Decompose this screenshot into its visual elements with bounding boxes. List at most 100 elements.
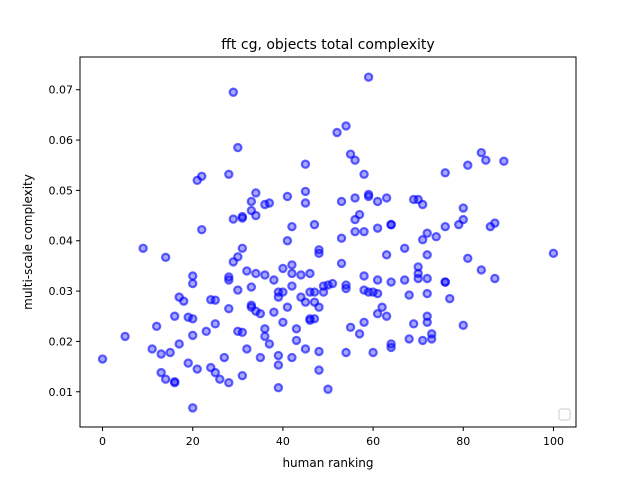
data-point bbox=[291, 335, 302, 346]
data-point bbox=[422, 273, 432, 284]
data-point bbox=[458, 320, 468, 331]
data-point bbox=[156, 349, 166, 359]
data-point bbox=[463, 253, 473, 264]
data-point bbox=[97, 354, 108, 364]
data-point bbox=[440, 168, 450, 178]
data-point bbox=[341, 121, 351, 131]
data-point bbox=[251, 210, 261, 221]
data-point bbox=[237, 243, 248, 253]
y-tick-label: 0.07 bbox=[49, 84, 74, 97]
data-point bbox=[269, 307, 279, 317]
data-point bbox=[458, 203, 468, 213]
data-point bbox=[309, 314, 320, 324]
data-point bbox=[255, 309, 266, 319]
data-point bbox=[359, 226, 369, 237]
data-point bbox=[548, 248, 559, 259]
y-tick-label: 0.04 bbox=[49, 235, 74, 248]
data-point bbox=[336, 196, 347, 207]
data-point bbox=[282, 236, 293, 246]
data-point bbox=[179, 296, 189, 306]
y-tick-label: 0.06 bbox=[49, 134, 74, 147]
data-point bbox=[233, 142, 243, 153]
data-point bbox=[350, 226, 360, 237]
data-point bbox=[336, 258, 347, 269]
plot-frame bbox=[79, 56, 577, 428]
x-tick-label: 20 bbox=[186, 435, 200, 448]
data-point bbox=[417, 335, 428, 346]
data-point bbox=[282, 191, 293, 202]
data-point bbox=[431, 232, 441, 242]
y-tick-label: 0.01 bbox=[49, 386, 74, 399]
data-point bbox=[314, 365, 324, 375]
legend-box bbox=[558, 408, 571, 421]
data-point bbox=[408, 319, 419, 329]
data-point bbox=[296, 270, 306, 280]
x-tick-label: 40 bbox=[276, 435, 290, 448]
data-point bbox=[372, 196, 383, 207]
data-point bbox=[147, 344, 157, 354]
data-point bbox=[273, 360, 284, 370]
data-point bbox=[318, 287, 329, 297]
data-point bbox=[440, 221, 450, 232]
data-point bbox=[323, 384, 333, 394]
data-point bbox=[300, 186, 311, 197]
data-point bbox=[341, 283, 351, 294]
data-point bbox=[327, 278, 338, 289]
chart-title: fft cg, objects total complexity bbox=[221, 37, 434, 53]
x-tick-label: 100 bbox=[543, 435, 564, 448]
data-point bbox=[404, 334, 414, 344]
data-point bbox=[476, 265, 487, 275]
data-point bbox=[354, 209, 365, 220]
data-point bbox=[233, 252, 243, 262]
data-point bbox=[210, 319, 220, 329]
y-axis-label: multi-scale complexity bbox=[21, 174, 35, 310]
data-point bbox=[255, 352, 266, 363]
data-point bbox=[260, 324, 270, 334]
data-point bbox=[386, 277, 396, 287]
x-axis-ticks: 0 20 40 60 80 100 bbox=[99, 427, 564, 448]
data-point bbox=[305, 268, 315, 279]
data-point bbox=[138, 243, 148, 253]
data-point bbox=[422, 250, 432, 260]
data-point bbox=[215, 374, 225, 384]
data-point bbox=[372, 223, 383, 233]
data-point bbox=[309, 287, 320, 297]
data-point bbox=[481, 155, 491, 165]
data-point bbox=[291, 324, 302, 334]
data-point bbox=[210, 367, 220, 378]
data-point bbox=[422, 228, 432, 238]
data-point bbox=[174, 339, 184, 349]
data-point bbox=[345, 149, 356, 159]
data-point bbox=[309, 219, 320, 230]
data-point bbox=[417, 199, 428, 210]
data-point bbox=[350, 193, 360, 203]
data-point bbox=[246, 196, 257, 207]
data-point bbox=[350, 155, 360, 165]
data-point bbox=[476, 147, 487, 158]
data-point bbox=[300, 344, 311, 354]
data-point bbox=[278, 263, 288, 274]
data-point bbox=[463, 160, 473, 170]
data-point bbox=[278, 287, 288, 297]
data-point bbox=[440, 277, 450, 287]
data-point bbox=[287, 268, 297, 279]
data-point bbox=[345, 322, 356, 333]
data-point bbox=[228, 214, 239, 224]
data-point bbox=[151, 321, 162, 332]
y-tick-label: 0.05 bbox=[49, 184, 74, 197]
data-point bbox=[399, 243, 410, 253]
data-point bbox=[386, 219, 396, 230]
x-tick-label: 0 bbox=[99, 435, 106, 448]
data-point bbox=[417, 235, 428, 245]
data-point bbox=[399, 275, 410, 285]
data-point bbox=[314, 302, 324, 312]
data-point bbox=[314, 248, 324, 259]
data-point bbox=[197, 224, 207, 235]
data-point bbox=[499, 156, 509, 166]
data-point bbox=[490, 273, 500, 284]
data-point bbox=[260, 331, 270, 342]
y-axis-ticks: 0.01 0.02 0.03 0.04 0.05 0.06 0.07 bbox=[49, 84, 80, 399]
data-point bbox=[269, 275, 279, 285]
data-point bbox=[237, 327, 248, 338]
